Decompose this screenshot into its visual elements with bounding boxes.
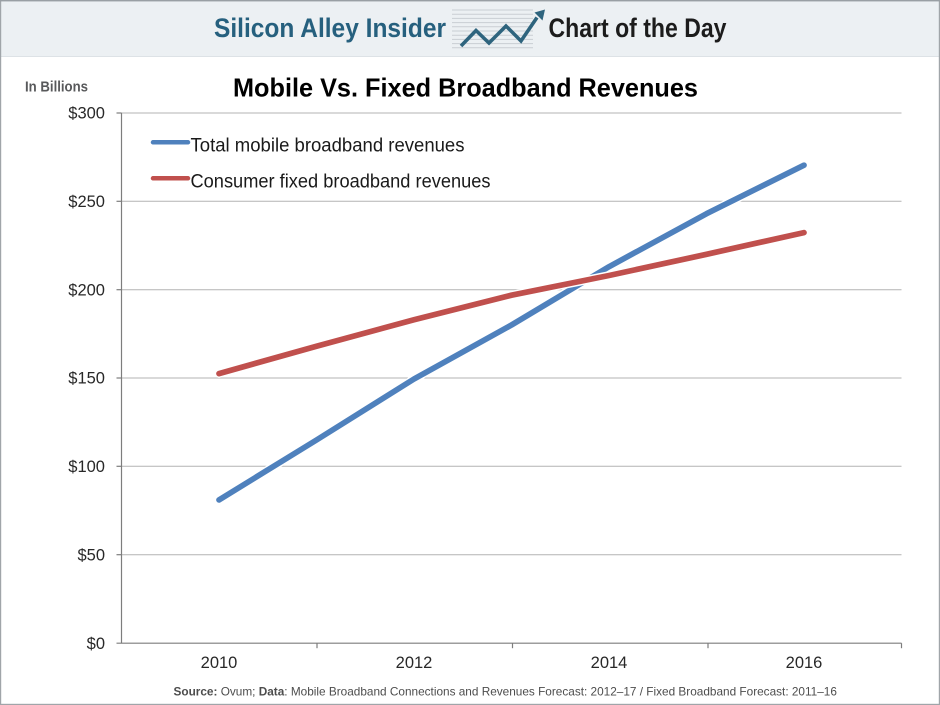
svg-text:2016: 2016	[786, 654, 823, 672]
svg-text:Silicon Alley Insider: Silicon Alley Insider	[214, 13, 446, 43]
svg-text:2014: 2014	[591, 654, 628, 672]
svg-text:$200: $200	[68, 281, 105, 299]
svg-text:$100: $100	[68, 458, 105, 476]
svg-text:$150: $150	[68, 370, 105, 388]
svg-text:2012: 2012	[396, 654, 433, 672]
svg-text:Chart of the Day: Chart of the Day	[549, 13, 727, 43]
svg-text:Mobile Vs. Fixed Broadband Rev: Mobile Vs. Fixed Broadband Revenues	[233, 72, 698, 102]
svg-text:$250: $250	[68, 193, 105, 211]
svg-text:$50: $50	[77, 546, 105, 564]
svg-text:Source: Ovum; Data: Mobile Bro: Source: Ovum; Data: Mobile Broadband Con…	[174, 685, 838, 699]
svg-text:In Billions: In Billions	[25, 80, 88, 96]
svg-text:$0: $0	[87, 635, 105, 653]
svg-text:Consumer fixed broadband reven: Consumer fixed broadband revenues	[191, 172, 491, 193]
svg-text:2010: 2010	[201, 654, 238, 672]
svg-text:$300: $300	[68, 105, 105, 123]
svg-text:Total mobile broadband revenue: Total mobile broadband revenues	[191, 136, 465, 157]
